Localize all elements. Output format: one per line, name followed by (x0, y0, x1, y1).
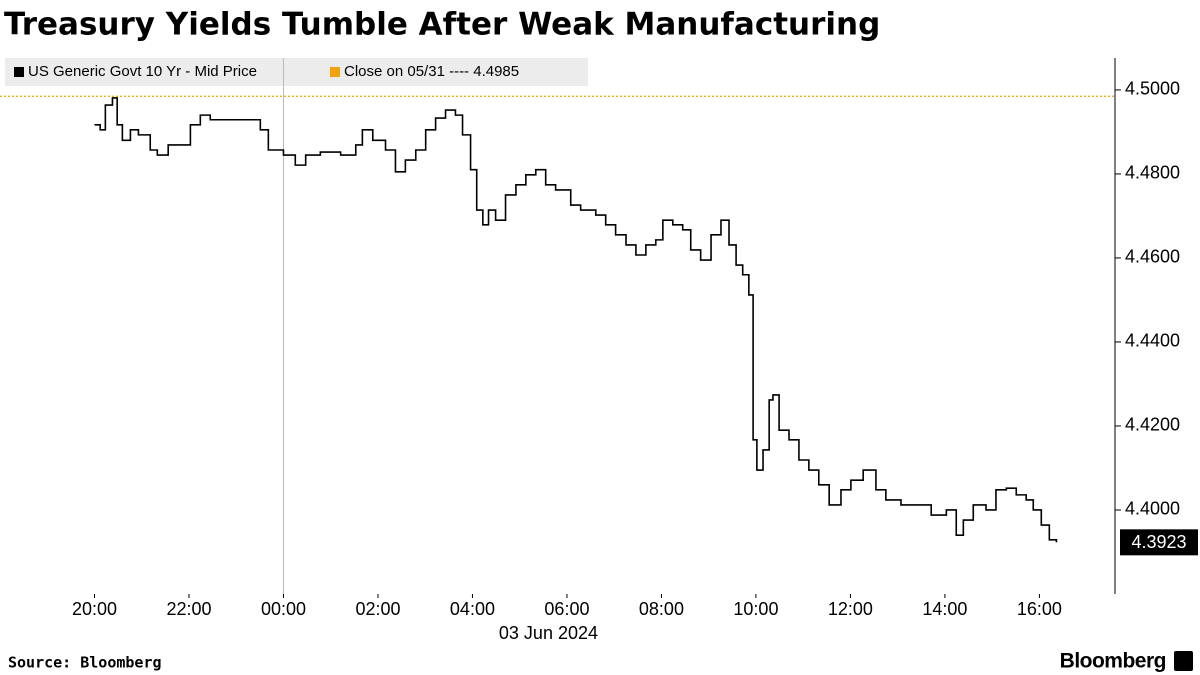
y-tick-label: 4.5000 (1125, 79, 1180, 99)
y-tick-label: 4.4400 (1125, 331, 1180, 351)
brand: Bloomberg (1060, 650, 1166, 673)
y-tick-label: 4.4600 (1125, 247, 1180, 267)
chart-title: Treasury Yields Tumble After Weak Manufa… (4, 7, 880, 43)
x-tick-label: 02:00 (355, 599, 400, 619)
price-line (94, 97, 1058, 543)
source: Source: Bloomberg (8, 654, 162, 672)
legend-marker (14, 67, 24, 77)
x-tick-label: 08:00 (639, 599, 684, 619)
x-tick-label: 00:00 (261, 599, 306, 619)
legend-box (5, 58, 588, 86)
y-tick-label: 4.4800 (1125, 163, 1180, 183)
y-tick-label: 4.4200 (1125, 415, 1180, 435)
x-tick-label: 14:00 (922, 599, 967, 619)
x-tick-label: 04:00 (450, 599, 495, 619)
x-tick-label: 12:00 (828, 599, 873, 619)
x-tick-label: 20:00 (72, 599, 117, 619)
x-tick-label: 06:00 (544, 599, 589, 619)
brand-icon (1174, 651, 1193, 671)
legend-marker (330, 67, 340, 77)
last-value-label: 4.3923 (1131, 532, 1186, 552)
x-tick-label: 22:00 (166, 599, 211, 619)
x-tick-label: 16:00 (1017, 599, 1062, 619)
legend-label: US Generic Govt 10 Yr - Mid Price (28, 63, 257, 80)
last-value-box (1120, 529, 1198, 556)
x-tick-label: 10:00 (733, 599, 778, 619)
x-date-label: 03 Jun 2024 (499, 623, 598, 643)
y-tick-label: 4.4000 (1125, 499, 1180, 519)
legend-label: Close on 05/31 ---- 4.4985 (344, 63, 519, 80)
